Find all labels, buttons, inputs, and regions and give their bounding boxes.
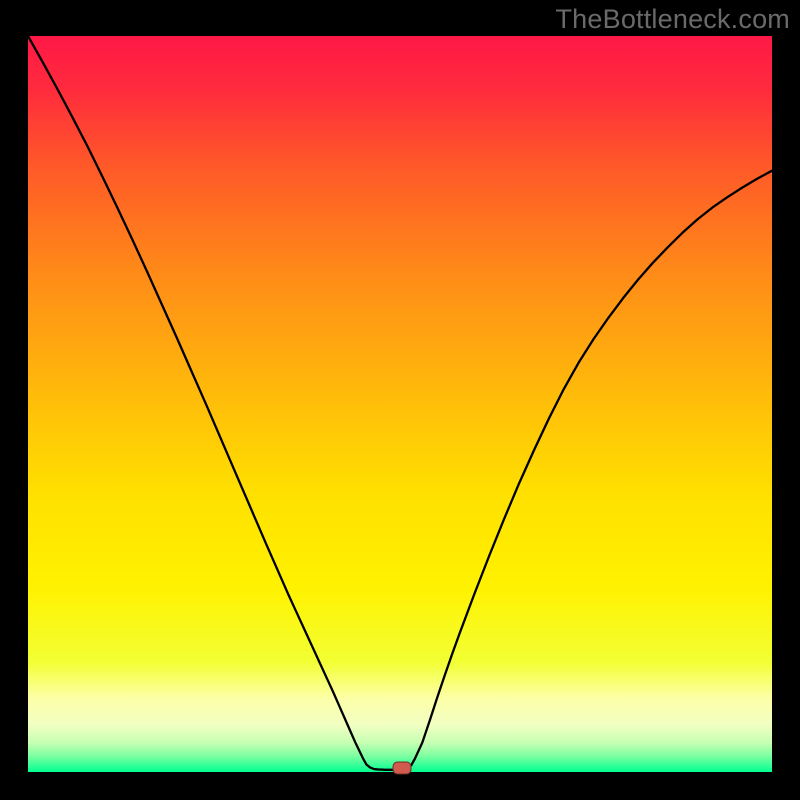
optimum-marker — [393, 761, 412, 774]
plot-area — [28, 36, 772, 772]
chart-root: TheBottleneck.com — [0, 0, 800, 800]
bottleneck-curve — [28, 36, 772, 772]
watermark-label: TheBottleneck.com — [555, 4, 790, 35]
curve-path — [28, 36, 772, 770]
